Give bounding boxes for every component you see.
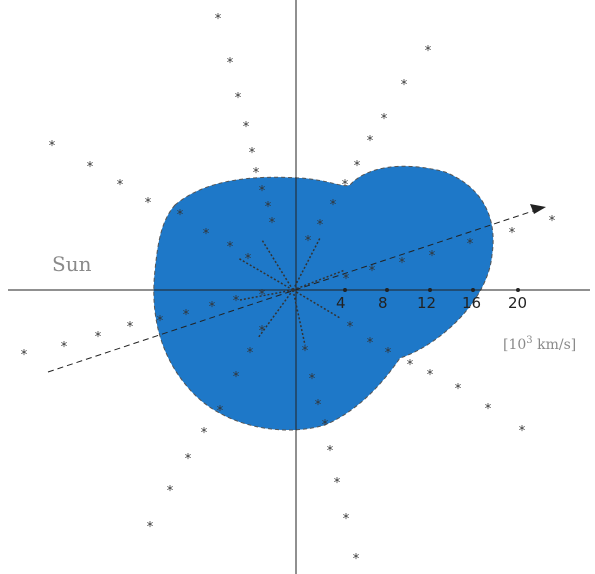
star-marker-icon: * (117, 178, 124, 193)
unit-rest: km/s] (533, 337, 577, 353)
star-marker-icon: * (227, 56, 234, 71)
star-marker-icon: * (145, 196, 152, 211)
star-markers: * * * * * * * * * * * * * * * * * * * * * * * * * * * * * * * * * * * * * * * *… (21, 12, 556, 567)
star-marker-icon: * (302, 344, 309, 359)
tick-label-4: 4 (336, 294, 346, 312)
spoke (292, 269, 346, 291)
star-marker-icon: * (330, 198, 337, 213)
star-marker-icon: * (549, 214, 556, 229)
star-marker-icon: * (425, 44, 432, 59)
star-marker-icon: * (233, 294, 240, 309)
star-marker-icon: * (157, 314, 164, 329)
star-marker-icon: * (183, 308, 190, 323)
tick-dot (516, 288, 520, 292)
star-marker-icon: * (215, 12, 222, 27)
contour-line-outer-dashed (153, 165, 494, 431)
star-marker-icon: * (253, 166, 260, 181)
star-marker-icon: * (327, 444, 334, 459)
tick-label-8: 8 (378, 294, 388, 312)
star-marker-icon: * (259, 288, 266, 303)
star-marker-icon: * (509, 226, 516, 241)
star-marker-icon: * (209, 300, 216, 315)
spoke (292, 237, 321, 291)
star-marker-icon: * (95, 330, 102, 345)
axis-tick-dots (343, 288, 520, 292)
star-marker-icon: * (343, 512, 350, 527)
star-marker-icon: * (367, 336, 374, 351)
star-marker-icon: * (249, 146, 256, 161)
star-marker-icon: * (247, 346, 254, 361)
star-marker-icon: * (427, 368, 434, 383)
unit-base: [10 (503, 337, 526, 353)
star-marker-icon: * (167, 484, 174, 499)
star-marker-icon: * (259, 184, 266, 199)
star-marker-icon: * (401, 78, 408, 93)
star-marker-icon: * (399, 256, 406, 271)
star-marker-icon: * (322, 418, 329, 433)
star-marker-icon: * (342, 178, 349, 193)
star-marker-icon: * (343, 272, 350, 287)
tick-label-20: 20 (508, 294, 527, 312)
tick-label-16: 16 (462, 294, 481, 312)
star-marker-icon: * (455, 382, 462, 397)
tick-dot (343, 288, 347, 292)
star-marker-icon: * (429, 249, 436, 264)
spoke (239, 289, 294, 301)
star-marker-icon: * (87, 160, 94, 175)
star-marker-icon: * (127, 320, 134, 335)
star-marker-icon: * (369, 264, 376, 279)
arrow-head-icon (530, 204, 546, 214)
star-marker-icon: * (235, 91, 242, 106)
star-marker-icon: * (305, 234, 312, 249)
star-marker-icon: * (334, 476, 341, 491)
star-marker-icon: * (259, 324, 266, 339)
star-marker-icon: * (381, 112, 388, 127)
star-marker-icon: * (217, 404, 224, 419)
star-marker-icon: * (21, 348, 28, 363)
star-marker-icon: * (243, 120, 250, 135)
spoke (257, 289, 294, 339)
sun-label: Sun (52, 252, 92, 276)
tick-dot (385, 288, 389, 292)
spoke (261, 239, 294, 291)
star-marker-icon: * (61, 340, 68, 355)
star-marker-icon: * (185, 452, 192, 467)
star-marker-icon: * (347, 320, 354, 335)
star-marker-icon: * (354, 159, 361, 174)
star-marker-icon: * (233, 370, 240, 385)
star-marker-icon: * (265, 200, 272, 215)
star-marker-icon: * (317, 218, 324, 233)
tick-dot (471, 288, 475, 292)
star-marker-icon: * (315, 398, 322, 413)
star-marker-icon: * (269, 216, 276, 231)
spoke (237, 257, 294, 291)
star-marker-icon: * (485, 402, 492, 417)
star-marker-icon: * (407, 358, 414, 373)
spoke (292, 289, 341, 319)
unit-exponent: 3 (526, 335, 532, 346)
star-marker-icon: * (227, 240, 234, 255)
direction-line (47, 209, 537, 373)
tick-label-12: 12 (417, 294, 436, 312)
star-marker-icon: * (201, 426, 208, 441)
unit-label: [103 km/s] (503, 335, 576, 353)
center-spokes (237, 237, 346, 346)
axes (8, 0, 590, 574)
tick-labels: 4 8 12 16 20 (336, 294, 527, 312)
star-marker-icon: * (467, 237, 474, 252)
star-marker-icon: * (309, 372, 316, 387)
spoke (292, 289, 306, 346)
star-marker-icon: * (367, 134, 374, 149)
star-marker-icon: * (519, 424, 526, 439)
star-marker-icon: * (49, 139, 56, 154)
star-marker-icon: * (177, 208, 184, 223)
star-marker-icon: * (245, 252, 252, 267)
tick-dot (428, 288, 432, 292)
star-marker-icon: * (353, 552, 360, 567)
star-marker-icon: * (147, 520, 154, 535)
star-marker-icon: * (203, 227, 210, 242)
star-marker-icon: * (385, 346, 392, 361)
